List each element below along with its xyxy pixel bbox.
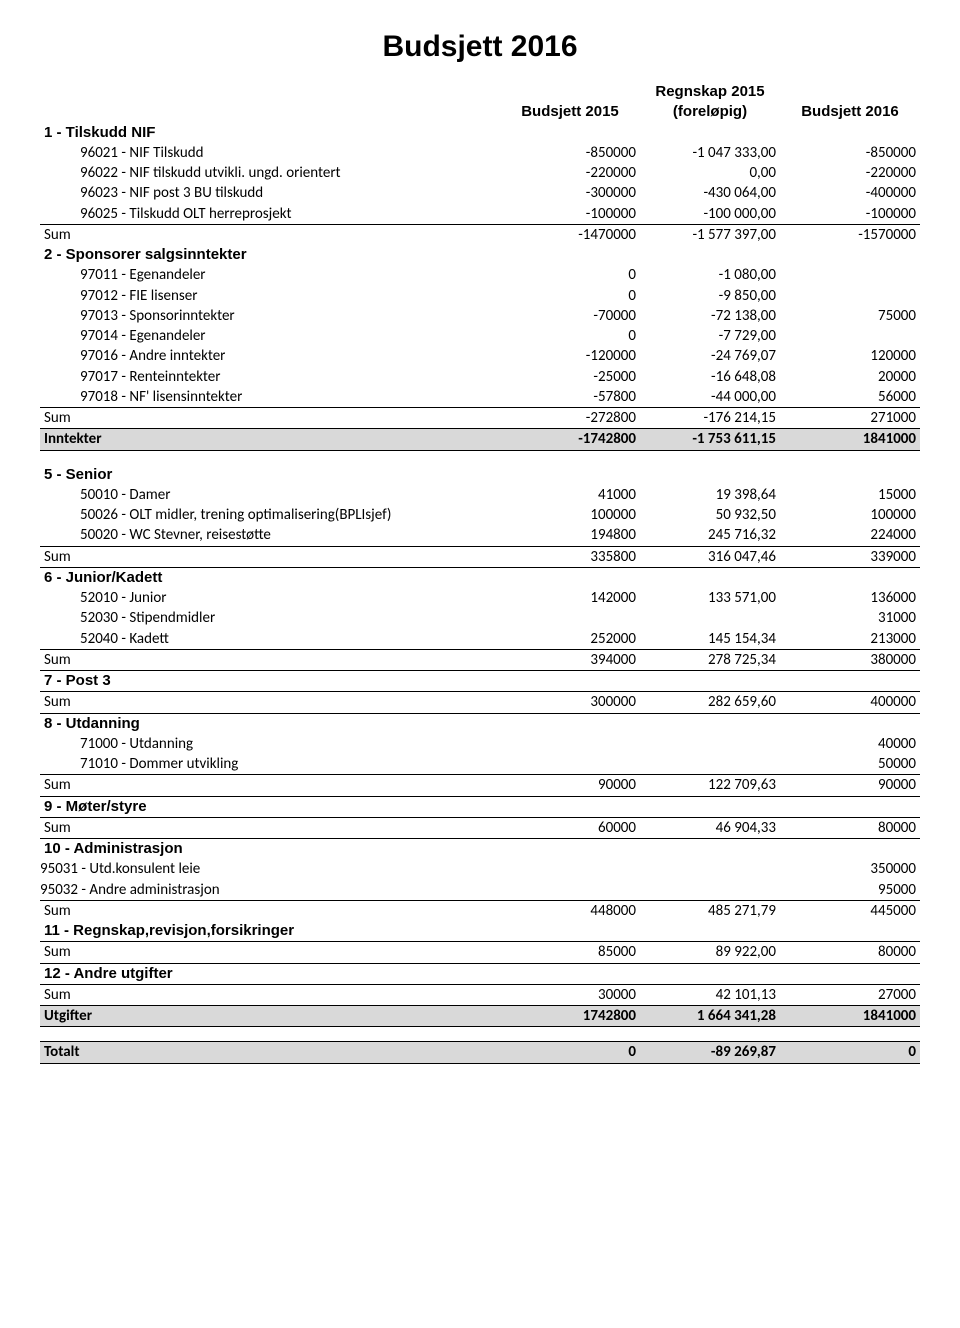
section-header-6: 6 - Junior/Kadett [40,567,920,588]
sum-row: Sum-1470000-1 577 397,00-1570000 [40,224,920,245]
table-row: 97014 - Egenandeler0-7 729,00 [40,326,920,346]
sum-row: Sum-272800-176 214,15271000 [40,408,920,429]
section-header-2: 2 - Sponsorer salgsinntekter [40,245,920,265]
sum-row: Sum335800316 047,46339000 [40,546,920,567]
col-header-regnskap-a: Regnskap 2015 [640,82,780,102]
table-row: 96022 - NIF tilskudd utvikli. ungd. orie… [40,163,920,183]
column-header-row2: Budsjett 2015 (foreløpig) Budsjett 2016 [40,102,920,122]
table-row: 50010 - Damer4100019 398,6415000 [40,485,920,505]
table-row: 97017 - Renteinntekter-25000-16 648,0820… [40,367,920,387]
col-header-budsjett2016: Budsjett 2016 [780,102,920,122]
sum-row: Sum3000042 101,1327000 [40,984,920,1005]
table-row: 71010 - Dommer utvikling50000 [40,754,920,775]
table-row: 50026 - OLT midler, trening optimaliseri… [40,505,920,525]
table-row: 96023 - NIF post 3 BU tilskudd-300000-43… [40,183,920,203]
table-row: 97016 - Andre inntekter-120000-24 769,07… [40,346,920,366]
table-row: 96025 - Tilskudd OLT herreprosjekt-10000… [40,204,920,225]
section-header-12: 12 - Andre utgifter [40,963,920,984]
sum-row: Sum394000278 725,34380000 [40,649,920,670]
table-row: 52040 - Kadett252000145 154,34213000 [40,629,920,650]
table-row: 52030 - Stipendmidler31000 [40,608,920,628]
sum-row: Sum8500089 922,0080000 [40,942,920,963]
table-row: 97011 - Egenandeler0-1 080,00 [40,265,920,285]
section-header-1: 1 - Tilskudd NIF [40,123,920,143]
sum-row: Sum6000046 904,3380000 [40,817,920,838]
section-header-10: 10 - Administrasjon [40,839,920,860]
table-row: 50020 - WC Stevner, reisestøtte194800245… [40,525,920,546]
totalt-row: Totalt0-89 269,870 [40,1042,920,1063]
col-header-regnskap-b: (foreløpig) [640,102,780,122]
sum-row: Sum448000485 271,79445000 [40,900,920,921]
table-row: 71000 - Utdanning40000 [40,734,920,754]
section-header-7: 7 - Post 3 [40,671,920,692]
sum-row: Sum300000282 659,60400000 [40,692,920,713]
utgifter-total: Utgifter17428001 664 341,281841000 [40,1006,920,1027]
section-header-5: 5 - Senior [40,465,920,485]
table-row: 97012 - FIE lisenser0-9 850,00 [40,286,920,306]
table-row: 95031 - Utd.konsulent leie350000 [40,859,920,879]
page-title: Budsjett 2016 [40,30,920,64]
section-header-8: 8 - Utdanning [40,713,920,734]
table-row: 96021 - NIF Tilskudd-850000-1 047 333,00… [40,143,920,163]
column-header-row: Regnskap 2015 [40,82,920,102]
table-row: 52010 - Junior142000133 571,00136000 [40,588,920,608]
budget-table: Regnskap 2015 Budsjett 2015 (foreløpig) … [40,82,920,1064]
table-row: 97018 - NF' lisensinntekter-57800-44 000… [40,387,920,408]
inntekter-total: Inntekter-1742800-1 753 611,151841000 [40,429,920,450]
section-header-9: 9 - Møter/styre [40,796,920,817]
sum-row: Sum90000122 709,6390000 [40,775,920,796]
table-row: 97013 - Sponsorinntekter-70000-72 138,00… [40,306,920,326]
table-row: 95032 - Andre administrasjon95000 [40,880,920,901]
section-header-11: 11 - Regnskap,revisjon,forsikringer [40,921,920,942]
col-header-budsjett2015: Budsjett 2015 [500,102,640,122]
